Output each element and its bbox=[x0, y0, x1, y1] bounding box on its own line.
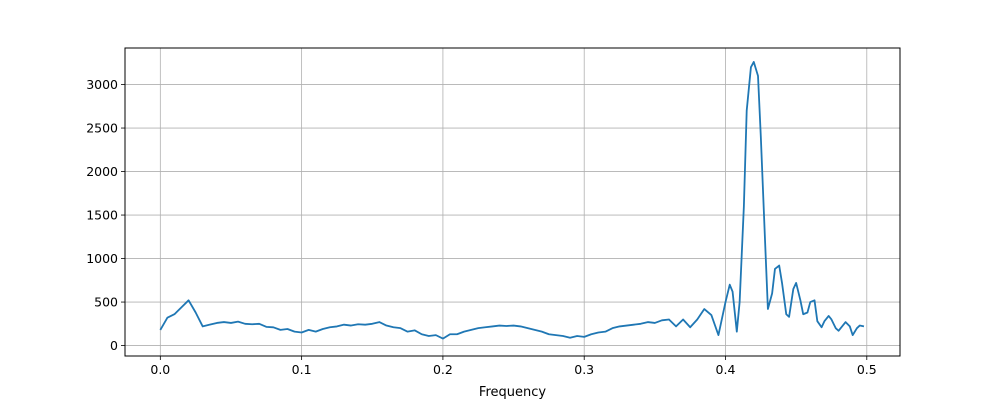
ticks: 0.0 0.1 0.2 0.3 0.4 0.5 0 500 1000 1500 2000 2500 30… bbox=[86, 77, 877, 377]
y-tick-label: 500 bbox=[94, 295, 118, 310]
y-tick-label: 2000 bbox=[86, 164, 118, 179]
grid bbox=[125, 48, 900, 356]
x-tick-label: 0.4 bbox=[716, 362, 736, 377]
x-tick-label: 0.2 bbox=[433, 362, 453, 377]
x-tick-label: 0.5 bbox=[857, 362, 877, 377]
series-layer bbox=[159, 61, 865, 340]
x-tick-label: 0.3 bbox=[574, 362, 594, 377]
y-tick-label: 1000 bbox=[86, 251, 118, 266]
series-line bbox=[159, 61, 865, 340]
y-tick-label: 1500 bbox=[86, 208, 118, 223]
x-tick-label: 0.0 bbox=[150, 362, 170, 377]
y-tick-label: 0 bbox=[110, 338, 118, 353]
x-axis-label: Frequency bbox=[479, 385, 546, 400]
plot-frame bbox=[124, 47, 901, 357]
x-tick-label: 0.1 bbox=[292, 362, 312, 377]
y-tick-label: 3000 bbox=[86, 77, 118, 92]
y-tick-label: 2500 bbox=[86, 121, 118, 136]
